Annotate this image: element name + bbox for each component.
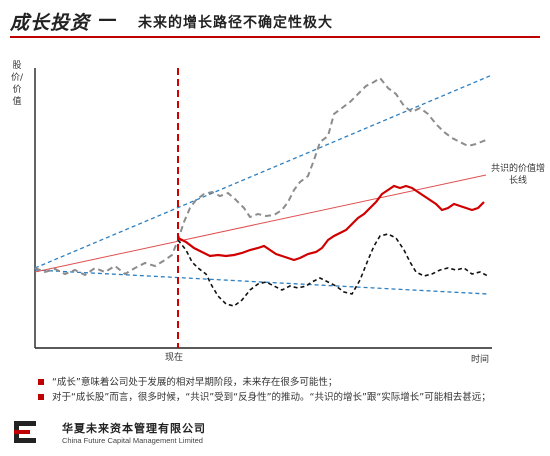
- growth-path-diagram: [0, 50, 550, 370]
- upper-bound-dashed-line: [34, 74, 493, 269]
- red-actual-path: [177, 184, 485, 262]
- company-logo-icon: [12, 418, 40, 446]
- company-name-cn: 华夏未来资本管理有限公司: [62, 422, 206, 435]
- bullet-icon: [38, 379, 44, 385]
- consensus-line-label: 共识的价值增长线: [490, 164, 545, 186]
- notes-list: “成长”意味着公司处于发展的相对早期阶段，未来存在很多可能性； 对于“成长股”而…: [38, 376, 538, 406]
- diagram-svg: [34, 68, 493, 349]
- y-axis-label: 股价/价值: [10, 61, 24, 107]
- note-text: 对于“成长股”而言，很多时候，“共识”受到“反身性”的推动。“共识的增长”跟“实…: [52, 392, 491, 403]
- bullet-icon: [38, 394, 44, 400]
- title-dash: —: [98, 8, 117, 30]
- slide-header: 成长投资 — 未来的增长路径不确定性极大: [10, 6, 540, 38]
- note-item: 对于“成长股”而言，很多时候，“共识”受到“反身性”的推动。“共识的增长”跟“实…: [38, 391, 538, 404]
- black-dashed-path: [177, 233, 489, 307]
- company-name-en: China Future Capital Management Limited: [62, 436, 203, 445]
- note-text: “成长”意味着公司处于发展的相对早期阶段，未来存在很多可能性；: [52, 377, 338, 388]
- slide-subtitle: 未来的增长路径不确定性极大: [138, 15, 333, 31]
- lower-bound-dashed-line: [34, 269, 489, 295]
- title-underline: [10, 36, 540, 38]
- consensus-value-growth-line: [34, 174, 487, 273]
- gray-dashed-path: [34, 76, 487, 277]
- x-marker-label: 现在: [165, 353, 184, 363]
- x-axis-label: 时间: [471, 355, 490, 365]
- note-item: “成长”意味着公司处于发展的相对早期阶段，未来存在很多可能性；: [38, 376, 538, 389]
- slide-title: 成长投资: [10, 12, 91, 34]
